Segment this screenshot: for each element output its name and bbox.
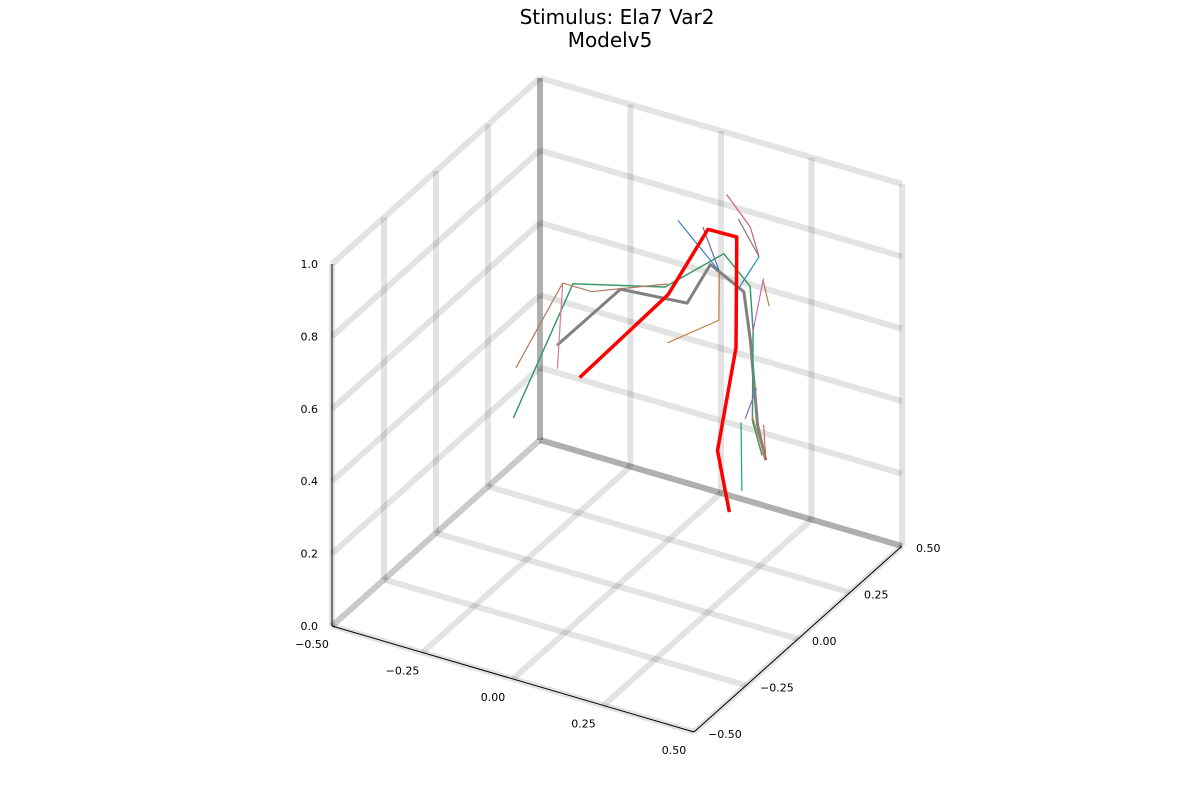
x-tick-label: −0.50 <box>295 638 329 651</box>
grid-line <box>435 530 799 642</box>
grid-line <box>487 483 851 596</box>
grid-line <box>330 437 542 629</box>
grid-line <box>383 576 747 689</box>
series-line <box>752 278 765 332</box>
series-line-highlight <box>578 227 739 513</box>
series-line <box>762 280 770 307</box>
series-line <box>751 416 767 461</box>
grid-line <box>420 464 633 655</box>
x-axis-line <box>331 625 695 733</box>
series-line <box>667 271 720 344</box>
y-tick-label: 0.50 <box>916 542 941 555</box>
z-tick-label: 0.4 <box>301 475 319 488</box>
grid-line <box>539 437 903 549</box>
y-tick-label: 0.00 <box>812 635 837 648</box>
z-tick-label: 0.2 <box>301 548 319 561</box>
series-line <box>736 256 760 292</box>
series-line <box>740 422 743 491</box>
grid-line <box>539 364 903 477</box>
series-line <box>763 424 767 461</box>
grid-line <box>330 365 542 556</box>
grid-line <box>601 517 814 708</box>
series-lines <box>512 194 770 513</box>
series-line <box>744 388 758 420</box>
y-tick-label: −0.50 <box>708 728 742 741</box>
z-tick-label: 0.8 <box>301 330 319 343</box>
chart-title-line1: Stimulus: Ela7 Var2 <box>520 5 715 29</box>
grid-line <box>539 219 903 332</box>
chart-title-line2: Modelv5 <box>568 28 653 52</box>
series-line <box>515 282 668 369</box>
z-tick-label: 1.0 <box>301 258 319 271</box>
grid-line <box>511 490 723 682</box>
grid-line <box>330 220 542 412</box>
y-tick-label: −0.25 <box>760 682 794 695</box>
y-tick-label: 0.25 <box>864 589 889 602</box>
x-tick-label: 0.25 <box>571 718 596 731</box>
grid-line <box>330 75 542 267</box>
grid-line <box>330 437 542 629</box>
grid-line <box>539 147 903 260</box>
x-tick-label: 0.00 <box>481 691 506 704</box>
grid-line <box>330 292 542 484</box>
y-axis-line <box>693 545 903 733</box>
grid-line <box>539 437 903 549</box>
grid-line <box>539 75 903 187</box>
series-line <box>512 253 763 456</box>
series-line <box>555 262 768 461</box>
x-tick-label: 0.50 <box>662 744 687 757</box>
grid-line <box>539 292 903 405</box>
grid-line <box>330 148 542 339</box>
axes <box>331 264 903 733</box>
series-line <box>726 194 760 257</box>
z-tick-label: 0.0 <box>301 620 319 633</box>
x-tick-label: −0.25 <box>386 665 420 678</box>
grid-line <box>539 437 903 549</box>
grid-lines <box>329 75 905 735</box>
tick-labels: −0.50 −0.25 0.00 0.25 0.50 −0.50 −0.25 0.00 0.25… <box>295 258 940 757</box>
series-line <box>737 218 760 257</box>
series-line <box>556 283 564 369</box>
z-tick-label: 0.6 <box>301 403 319 416</box>
